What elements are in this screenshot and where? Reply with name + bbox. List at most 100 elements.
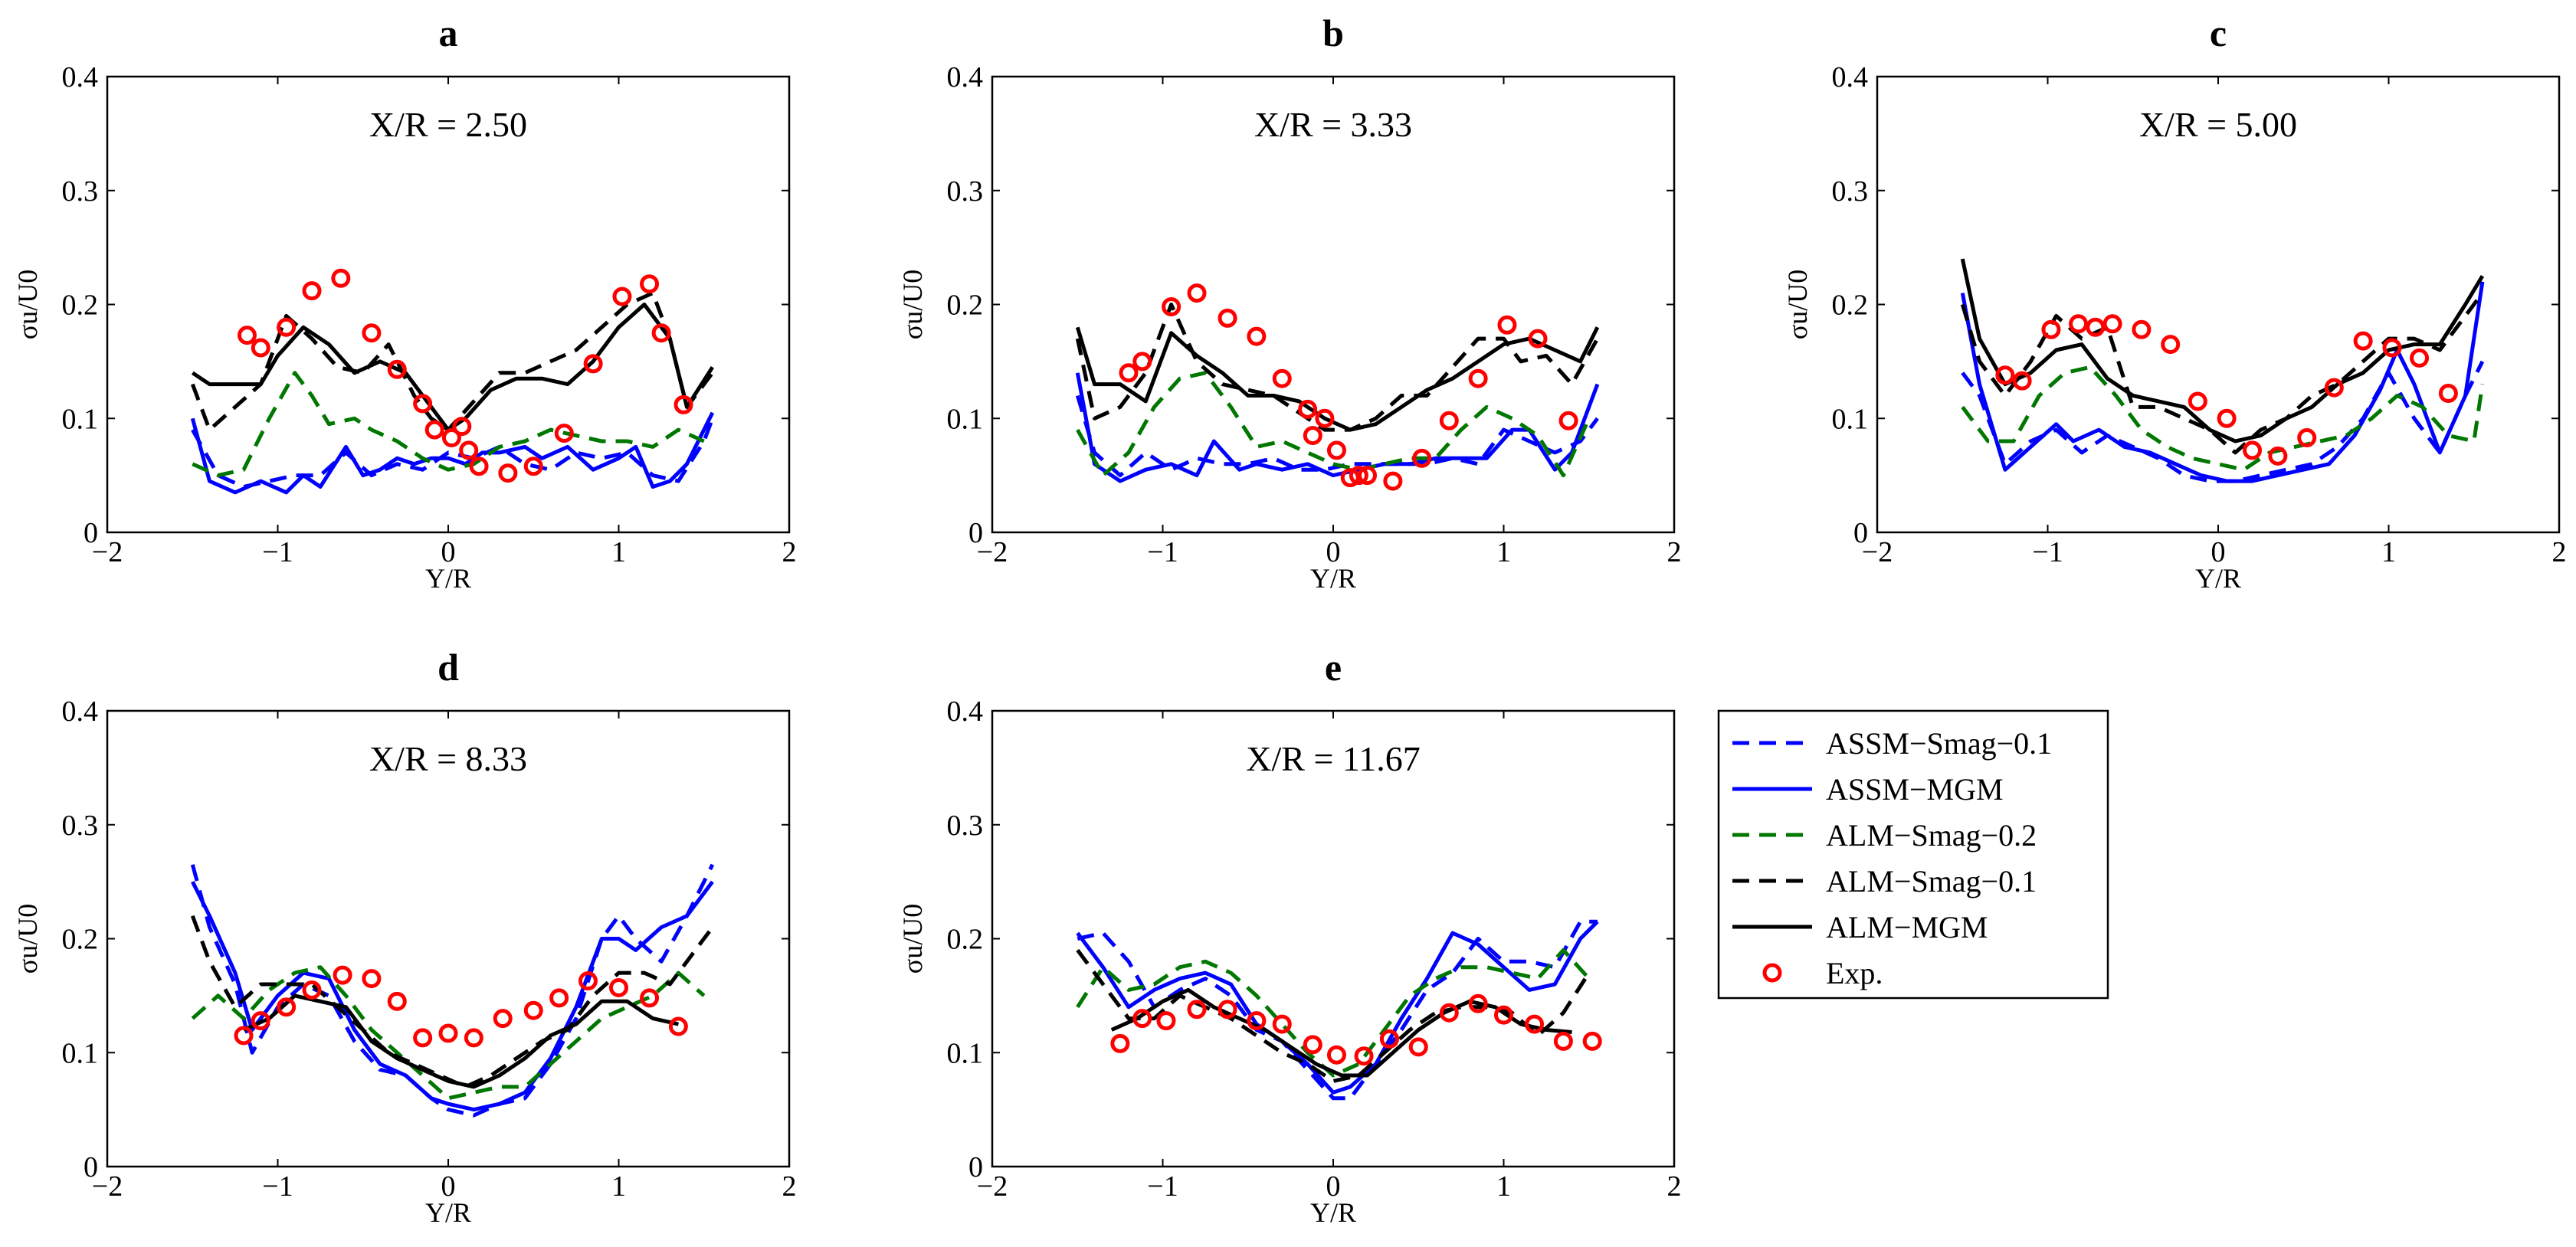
exp-marker: [424, 420, 444, 440]
legend-entry-assm-mgm: ASSM−MGM: [1732, 772, 2004, 807]
y-tick-label: 0.2: [62, 924, 99, 956]
series-alm-mgm: [191, 303, 715, 432]
panel-annotation: X/R = 3.33: [1254, 105, 1412, 144]
series-exp: [1995, 314, 2458, 466]
exp-marker: [523, 1000, 543, 1020]
x-tick-label: 2: [1667, 1170, 1682, 1203]
x-tick-label: 2: [782, 536, 797, 568]
exp-marker: [1494, 1005, 1513, 1025]
series-line-alm-mgm: [1110, 987, 1572, 1078]
exp-marker: [523, 457, 543, 476]
exp-marker: [469, 457, 489, 476]
x-tick-label: −1: [1147, 536, 1178, 568]
series-line-assm-smag-0-1: [1077, 919, 1598, 1101]
x-tick-label: 1: [611, 1170, 626, 1203]
exp-marker: [1303, 1035, 1322, 1055]
legend-entry-alm-mgm: ALM−MGM: [1732, 910, 1988, 944]
series-line-alm-smag-0-1: [1075, 303, 1600, 432]
exp-marker: [1354, 1046, 1374, 1066]
exp-marker: [459, 440, 479, 460]
exp-marker: [498, 463, 518, 483]
x-tick-label: 2: [2552, 536, 2567, 568]
exp-marker: [1326, 440, 1346, 460]
exp-marker: [554, 424, 574, 443]
exp-marker: [1298, 399, 1318, 419]
exp-marker: [583, 354, 603, 374]
exp-marker: [1412, 448, 1432, 468]
exp-marker: [1468, 993, 1488, 1013]
exp-marker: [1303, 426, 1322, 446]
series-alm-mgm: [242, 993, 679, 1089]
plot-area: [190, 863, 715, 1118]
exp-marker: [2268, 446, 2288, 466]
y-tick-label: 0.4: [62, 61, 99, 93]
x-axis-label: Y/R: [2195, 563, 2241, 594]
exp-marker: [2438, 384, 2458, 404]
exp-marker: [1315, 408, 1335, 428]
exp-marker: [1272, 1014, 1292, 1034]
exp-marker: [2086, 317, 2106, 337]
x-tick-label: −2: [977, 1170, 1008, 1203]
exp-marker: [1379, 1029, 1399, 1049]
exp-marker: [1162, 296, 1181, 316]
y-tick-label: 0: [1853, 517, 1868, 549]
series-alm-smag-0-2: [1076, 371, 1591, 478]
series-line-alm-smag-0-2: [191, 965, 706, 1101]
x-tick-label: 0: [441, 536, 456, 568]
x-tick-label: 1: [1496, 1170, 1511, 1203]
exp-marker: [387, 359, 407, 379]
series-line-alm-smag-0-2: [192, 371, 705, 478]
exp-marker: [651, 323, 671, 343]
series-line-alm-smag-0-2: [1961, 365, 2485, 472]
exp-marker: [578, 971, 598, 991]
exp-marker: [640, 274, 660, 294]
x-tick-label: 0: [1326, 536, 1341, 568]
exp-marker: [302, 980, 322, 1000]
panel-b: b −2 −1 0 1 2 0 0.1 0.2 0.3 0.4 Y/R σu/U0 X/R = 3.33: [897, 11, 1682, 594]
y-axis-label: σu/U0: [897, 270, 928, 339]
exp-marker: [1383, 471, 1403, 491]
x-tick-label: 1: [1496, 536, 1511, 568]
series-line-assm-smag-0-1: [190, 863, 715, 1118]
y-axis-label: σu/U0: [897, 904, 928, 974]
exp-marker: [2324, 378, 2344, 398]
panel-label: b: [1322, 11, 1344, 54]
y-axis-label: σu/U0: [12, 904, 43, 974]
series-line-alm-mgm: [191, 303, 715, 432]
exp-marker: [413, 394, 433, 414]
exp-marker: [1553, 1031, 1573, 1051]
x-tick-label: 2: [1667, 536, 1682, 568]
exp-marker: [1187, 283, 1207, 303]
legend-box: [1717, 709, 2109, 1000]
series-line-alm-smag-0-2: [1076, 371, 1591, 478]
series-assm-mgm: [190, 411, 715, 495]
plot-area: [1076, 919, 1602, 1101]
exp-marker: [673, 394, 693, 414]
exp-marker: [2217, 408, 2237, 428]
legend-entry-alm-smag-0-1: ALM−Smag−0.1: [1732, 864, 2037, 898]
series-exp: [1110, 993, 1602, 1066]
exp-marker: [2382, 338, 2402, 358]
series-line-alm-smag-0-2: [1076, 948, 1591, 1078]
y-tick-label: 0: [84, 517, 98, 549]
series-line-alm-mgm: [242, 993, 679, 1089]
y-tick-label: 0.1: [62, 1037, 99, 1069]
series-alm-smag-0-1: [1960, 292, 2484, 455]
axes-frame: [106, 709, 791, 1168]
x-tick-label: 0: [441, 1170, 456, 1203]
panel-annotation: X/R = 11.67: [1246, 739, 1420, 778]
axes-frame: [1876, 75, 2561, 534]
exp-marker: [2041, 319, 2061, 339]
y-tick-label: 0.1: [62, 403, 99, 435]
series-alm-smag-0-1: [190, 915, 714, 1089]
exp-marker: [1218, 1000, 1237, 1020]
exp-marker: [2012, 371, 2032, 391]
exp-marker: [331, 268, 351, 288]
y-tick-label: 0: [968, 517, 983, 549]
series-assm-mgm: [1075, 372, 1600, 483]
series-alm-smag-0-2: [192, 371, 705, 478]
x-axis-label: Y/R: [425, 563, 471, 594]
exp-marker: [1525, 1014, 1545, 1034]
exp-marker: [2188, 391, 2207, 411]
x-tick-label: −1: [262, 1170, 293, 1203]
